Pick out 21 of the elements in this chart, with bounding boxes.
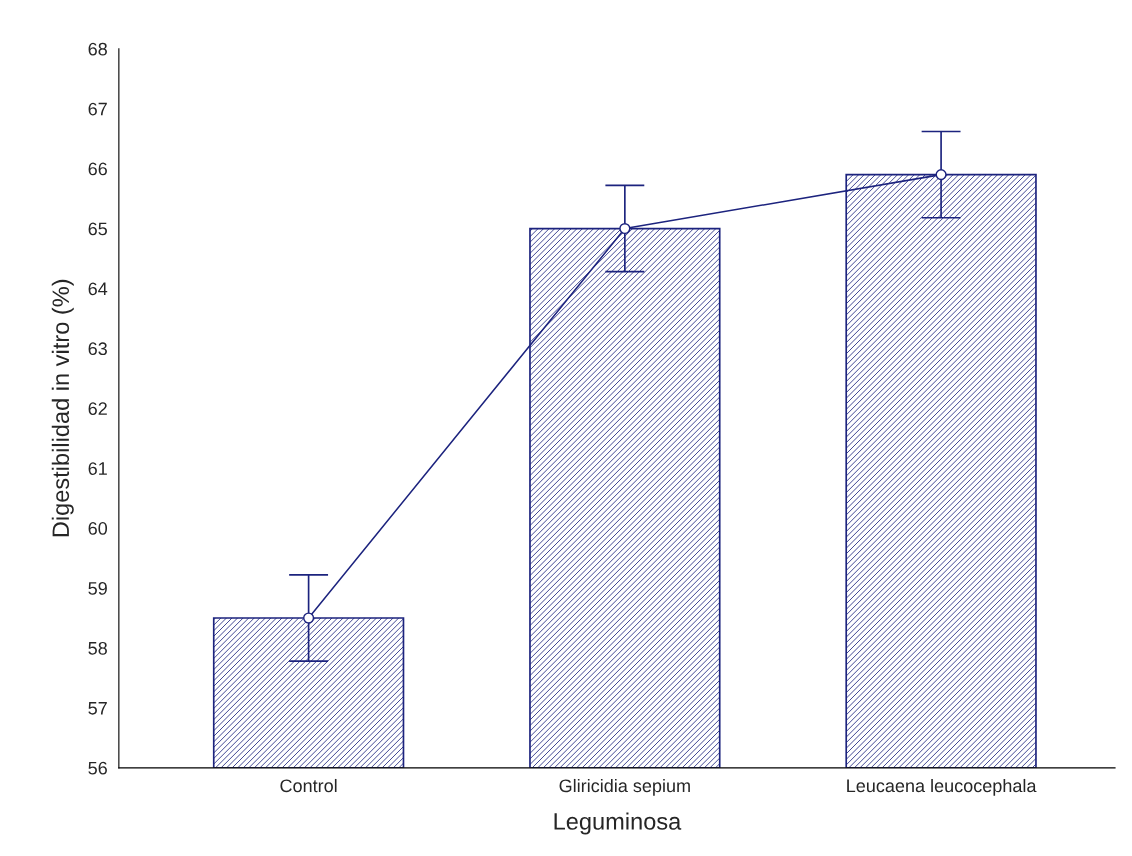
y-tick-label: 59 bbox=[88, 582, 107, 595]
y-tick-label: 68 bbox=[88, 42, 107, 56]
x-axis-title: Leguminosa bbox=[554, 812, 682, 835]
y-tick-label: 64 bbox=[88, 282, 108, 296]
y-tick-label: 57 bbox=[88, 702, 107, 715]
x-tick-label: Gliricidia sepium bbox=[559, 778, 690, 796]
y-tick-label: 66 bbox=[88, 162, 107, 176]
y-tick-label: 60 bbox=[88, 522, 108, 535]
y-tick-label: 63 bbox=[88, 342, 107, 356]
y-axis-title: Digestibilidad in vitro (%) bbox=[51, 279, 74, 537]
point bbox=[619, 222, 631, 235]
y-tick-label: 61 bbox=[88, 462, 107, 475]
y-tick-label: 58 bbox=[88, 641, 107, 655]
y-tick-label: 62 bbox=[88, 402, 107, 416]
y-tick-label: 65 bbox=[88, 222, 107, 236]
y-tick-label: 67 bbox=[88, 102, 107, 116]
point bbox=[935, 169, 947, 181]
point bbox=[303, 612, 315, 624]
x-tick-label: Leucaena leucocephala bbox=[847, 778, 1037, 796]
x-tick-label: Control bbox=[280, 778, 337, 793]
y-tick-label: 56 bbox=[88, 761, 107, 775]
